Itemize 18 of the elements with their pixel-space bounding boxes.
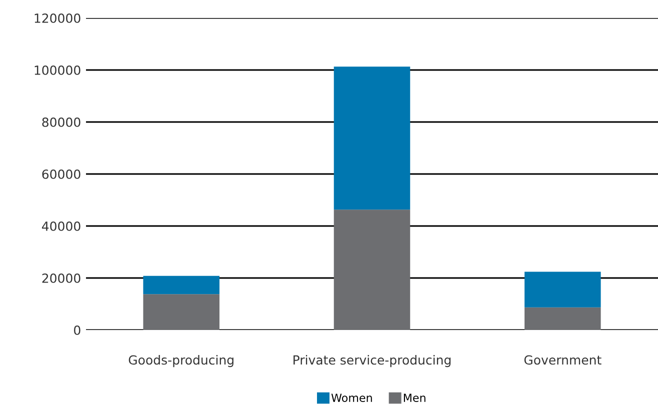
y-tick-label: 100000 [34, 65, 80, 75]
y-tick-label: 80000 [42, 117, 80, 127]
y-tick-label: 0 [74, 325, 80, 335]
y-tick-label: 40000 [42, 221, 80, 231]
legend-label: Men [404, 394, 426, 402]
bar [334, 210, 410, 330]
x-tick-label: Government [524, 355, 602, 365]
bar [524, 272, 601, 308]
x-tick-label: Goods-producing [128, 355, 234, 368]
x-tick-label: Private service-producing [294, 355, 451, 368]
y-tick-label: 60000 [42, 169, 80, 179]
legend-label: Women [331, 394, 372, 402]
y-tick-label: 20000 [42, 273, 80, 283]
y-tick-label: 120000 [34, 13, 80, 23]
bar [143, 276, 220, 294]
bar [334, 66, 410, 210]
bar [524, 307, 601, 330]
bar [143, 294, 220, 330]
